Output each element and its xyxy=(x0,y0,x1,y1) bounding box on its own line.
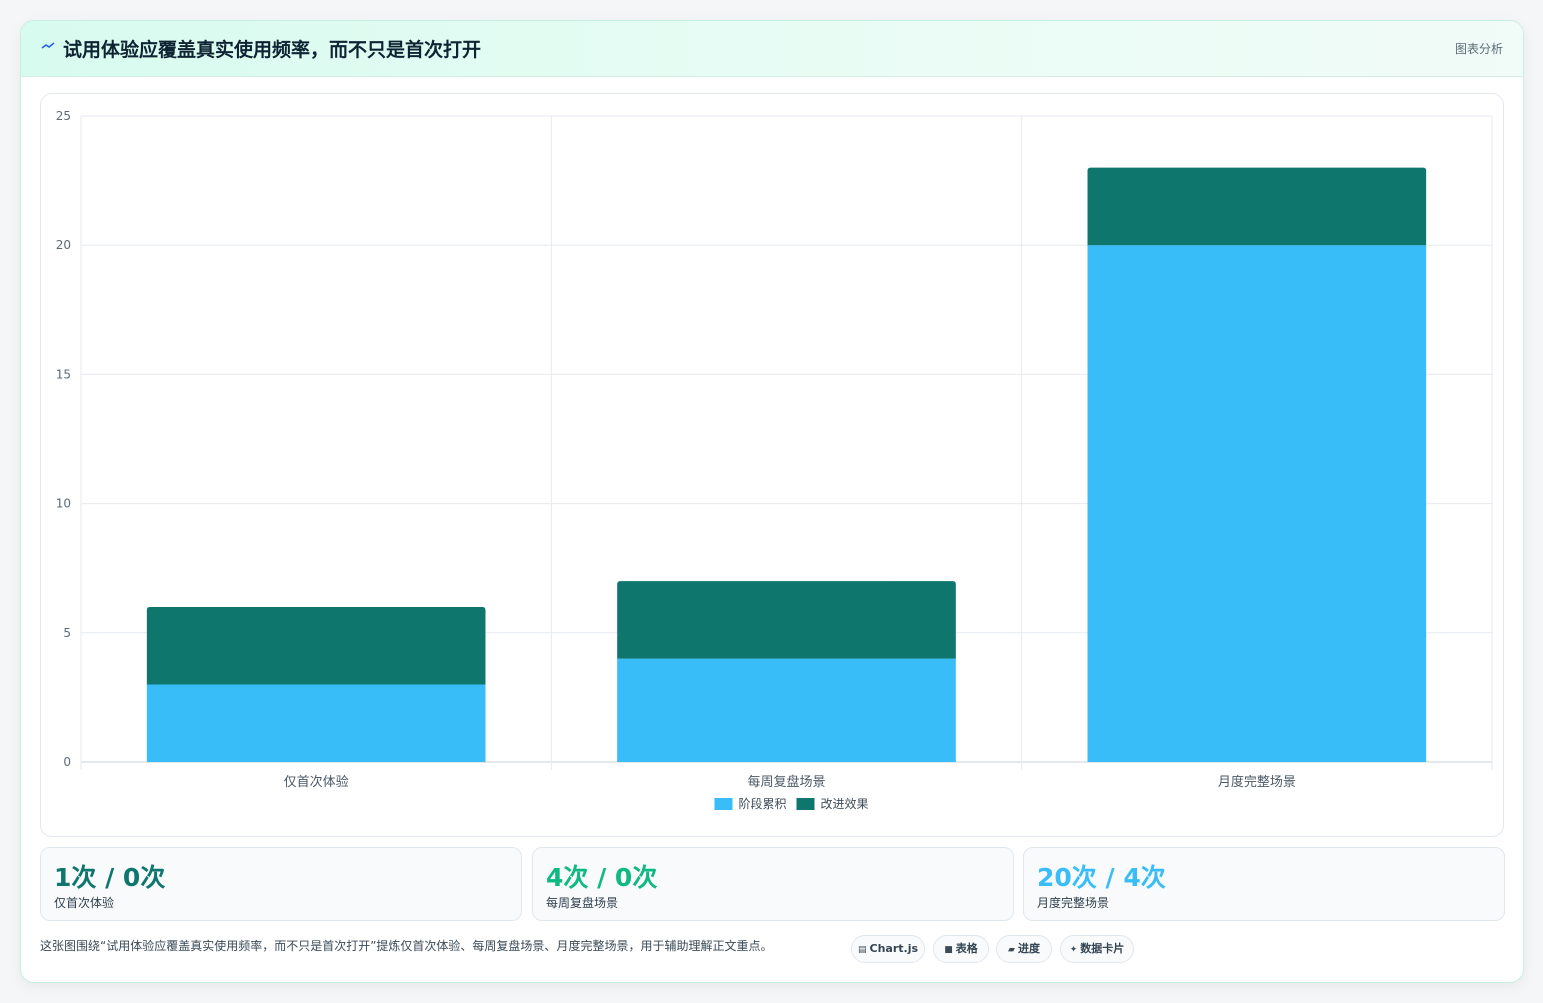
stat-label: 仅首次体验 xyxy=(54,896,115,910)
x-tick-label: 仅首次体验 xyxy=(284,774,349,790)
legend-swatch xyxy=(796,798,815,810)
y-tick-label: 0 xyxy=(63,755,71,769)
bar-segment xyxy=(1087,167,1427,246)
chip-table[interactable]: ■ 表格 xyxy=(933,935,989,963)
stat-value: 20次 / 4次 xyxy=(1037,863,1166,892)
bar-segment xyxy=(146,684,486,762)
bar-segment xyxy=(617,581,956,659)
bar-segment xyxy=(146,606,486,685)
legend-label: 阶段累积 xyxy=(739,796,787,811)
x-tick-label: 每周复盘场景 xyxy=(747,774,825,790)
stat-value: 4次 / 0次 xyxy=(546,863,658,892)
sparkle-icon: ✦ xyxy=(1069,945,1078,955)
y-tick-label: 15 xyxy=(56,367,71,381)
progress-icon: ▰ xyxy=(1008,945,1015,955)
card-header: 试用体验应覆盖真实使用频率，而不只是首次打开 图表分析 xyxy=(21,21,1523,77)
chip-chartjs[interactable]: ▤ Chart.js xyxy=(851,935,925,963)
chart-description: 这张图围绕“试用体验应覆盖真实使用频率，而不只是首次打开”提炼仅首次体验、每周复… xyxy=(40,939,773,953)
bar-segment xyxy=(617,658,956,762)
chip-label: 表格 xyxy=(955,942,978,955)
bar-segment xyxy=(1087,245,1427,762)
stat-card-monthly-full: 20次 / 4次 月度完整场景 xyxy=(1023,847,1505,921)
chip-label: 数据卡片 xyxy=(1080,942,1125,955)
page-title: 试用体验应覆盖真实使用频率，而不只是首次打开 xyxy=(63,39,482,61)
chip-label: Chart.js xyxy=(869,942,919,955)
legend-swatch xyxy=(714,798,733,810)
y-tick-label: 25 xyxy=(56,109,71,123)
stat-label: 每周复盘场景 xyxy=(546,896,619,910)
table-icon: ■ xyxy=(944,945,953,955)
sparkline-icon xyxy=(41,42,55,49)
chart-icon: ▤ xyxy=(857,945,867,955)
legend-label: 改进效果 xyxy=(821,796,869,811)
chart-container: 0 5 10 15 20 25 仅首次体验 每周复盘场景 月度完整场景阶段累积 改进效果 xyxy=(40,93,1504,837)
y-tick-label: 20 xyxy=(56,238,71,252)
chart-card: 试用体验应覆盖真实使用频率，而不只是首次打开 图表分析 0 5 10 15 20 25 仅首… xyxy=(20,20,1524,983)
stat-label: 月度完整场景 xyxy=(1037,896,1110,910)
x-tick-label: 月度完整场景 xyxy=(1218,774,1296,790)
y-tick-label: 10 xyxy=(56,497,71,511)
chart-analysis-tag[interactable]: 图表分析 xyxy=(1454,42,1503,56)
stat-card-first-trial: 1次 / 0次 仅首次体验 xyxy=(40,847,522,921)
chip-progress[interactable]: ▰ 进度 xyxy=(996,935,1052,963)
stat-value: 1次 / 0次 xyxy=(54,863,166,892)
chip-data-cards[interactable]: ✦ 数据卡片 xyxy=(1060,935,1134,963)
y-tick-label: 5 xyxy=(63,626,71,640)
chip-label: 进度 xyxy=(1017,942,1040,955)
stat-card-weekly-review: 4次 / 0次 每周复盘场景 xyxy=(532,847,1014,921)
